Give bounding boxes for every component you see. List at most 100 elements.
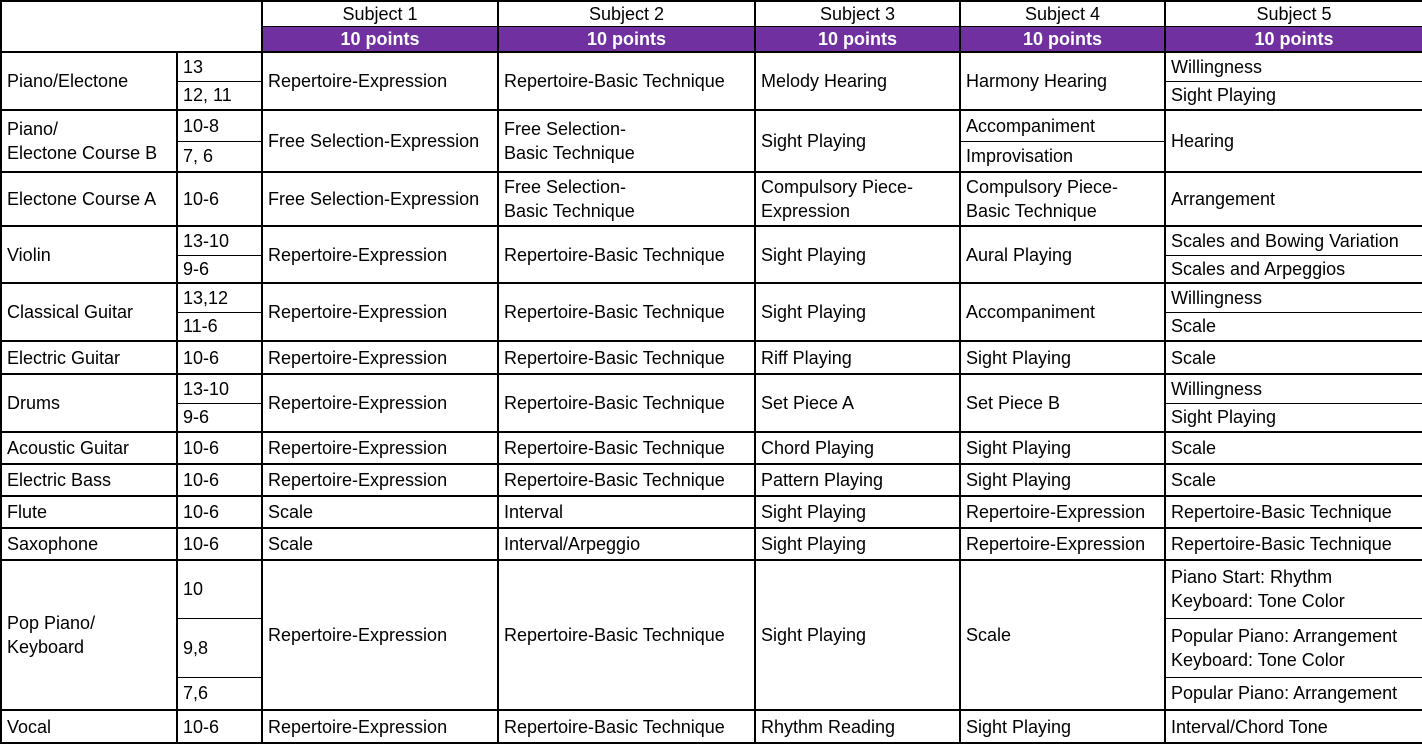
subject-cell: Set Piece B <box>959 373 1166 433</box>
table-row: Piano/Electone 13 Repertoire-Expression Rep… <box>0 51 1422 111</box>
grade-cell: 10-6 <box>176 171 263 227</box>
subject-cell: Sight Playing <box>959 463 1166 497</box>
subject-cell: Scale <box>959 559 1166 711</box>
grade-cell: 10-6 <box>176 340 263 375</box>
table-row: 9-6 Sight Playing <box>1 402 1422 433</box>
grade-cell: 13 <box>176 51 263 82</box>
subject-cell: Accompaniment <box>959 109 1166 142</box>
grade-cell: 7,6 <box>176 676 263 711</box>
subject-cell: Repertoire-Expression <box>261 51 499 111</box>
subject-cell: Scale <box>1164 311 1422 342</box>
subject-cell: Free Selection-Expression <box>261 109 499 173</box>
subject-cell: Accompaniment <box>959 282 1166 342</box>
grade-cell: 13,12 <box>176 282 263 313</box>
subject-cell: Popular Piano: Arrangement <box>1164 676 1422 711</box>
subject-cell: Pattern Playing <box>754 463 961 497</box>
subject-cell: Chord Playing <box>754 431 961 465</box>
subject-cell: Sight Playing <box>754 225 961 284</box>
subject-cell: Repertoire-Expression <box>261 463 499 497</box>
instrument-cell: Flute <box>0 495 178 529</box>
grade-cell: 9-6 <box>176 254 263 284</box>
subject-cell: Repertoire-Expression <box>959 495 1166 529</box>
grade-cell: 10-6 <box>176 709 263 744</box>
subject-cell: Sight Playing <box>1164 402 1422 433</box>
grade-cell: 13-10 <box>176 225 263 256</box>
subject-cell: Scales and Bowing Variation <box>1164 225 1422 256</box>
header-points-4: 10 points <box>959 26 1166 53</box>
subject-cell: Repertoire-Expression <box>261 559 499 711</box>
instrument-cell: Pop Piano/ Keyboard <box>0 559 178 711</box>
subject-cell: Compulsory Piece- Basic Technique <box>959 171 1166 227</box>
subject-cell: Piano Start: Rhythm Keyboard: Tone Color <box>1164 559 1422 619</box>
subject-cell: Scales and Arpeggios <box>1164 254 1422 284</box>
subject-cell: Sight Playing <box>1164 80 1422 111</box>
subject-cell: Repertoire-Expression <box>261 431 499 465</box>
subject-cell: Improvisation <box>959 140 1166 173</box>
subject-cell: Repertoire-Expression <box>261 340 499 375</box>
header-subject-1: Subject 1 <box>261 0 499 27</box>
header-subject-5: Subject 5 <box>1164 0 1422 27</box>
table-row: 7, 6 Improvisation <box>1 140 1422 173</box>
table-row: Acoustic Guitar 10-6 Repertoire-Expression… <box>0 431 1422 465</box>
subject-cell: Aural Playing <box>959 225 1166 284</box>
table-row: Vocal 10-6 Repertoire-Expression Repertoire… <box>0 709 1422 744</box>
subject-cell: Willingness <box>1164 51 1422 82</box>
subject-cell: Scale <box>261 527 499 561</box>
subject-cell: Sight Playing <box>754 109 961 173</box>
grade-cell: 10-6 <box>176 495 263 529</box>
table-row: Classical Guitar 13,12 Repertoire-Expressi… <box>0 282 1422 342</box>
subject-cell: Sight Playing <box>959 340 1166 375</box>
table-row: Drums 13-10 Repertoire-Expression Repertoir… <box>0 373 1422 433</box>
instrument-cell: Electric Guitar <box>0 340 178 375</box>
instrument-cell: Piano/Electone <box>0 51 178 111</box>
grade-cell: 9,8 <box>176 617 263 678</box>
table-row: Electric Bass 10-6 Repertoire-Expression Re… <box>0 463 1422 497</box>
header-corner <box>0 0 263 53</box>
grade-cell: 7, 6 <box>176 140 263 173</box>
subject-cell: Repertoire-Basic Technique <box>497 431 756 465</box>
subject-cell: Free Selection- Basic Technique <box>497 171 756 227</box>
subject-cell: Repertoire-Expression <box>261 373 499 433</box>
grade-cell: 10-6 <box>176 431 263 465</box>
subject-cell: Interval/Chord Tone <box>1164 709 1422 744</box>
subject-cell: Repertoire-Basic Technique <box>497 282 756 342</box>
subject-cell: Interval <box>497 495 756 529</box>
subject-cell: Repertoire-Expression <box>261 709 499 744</box>
subject-cell: Harmony Hearing <box>959 51 1166 111</box>
instrument-cell: Saxophone <box>0 527 178 561</box>
grade-cell: 10-6 <box>176 463 263 497</box>
instrument-cell: Classical Guitar <box>0 282 178 342</box>
table-row: Electric Guitar 10-6 Repertoire-Expression… <box>0 340 1422 375</box>
subject-cell: Sight Playing <box>959 431 1166 465</box>
subject-cell: Melody Hearing <box>754 51 961 111</box>
grade-cell: 10-6 <box>176 527 263 561</box>
subject-cell: Free Selection-Expression <box>261 171 499 227</box>
subject-cell: Sight Playing <box>754 495 961 529</box>
subject-cell: Repertoire-Basic Technique <box>497 463 756 497</box>
header-points-3: 10 points <box>754 26 961 53</box>
instrument-cell: Drums <box>0 373 178 433</box>
subject-cell: Scale <box>1164 340 1422 375</box>
grade-cell: 10-8 <box>176 109 263 142</box>
subject-cell: Repertoire-Basic Technique <box>497 709 756 744</box>
subject-cell: Sight Playing <box>754 559 961 711</box>
instrument-cell: Electric Bass <box>0 463 178 497</box>
subject-cell: Repertoire-Expression <box>261 282 499 342</box>
header-subject-4: Subject 4 <box>959 0 1166 27</box>
header-points-row: 10 points 10 points 10 points 10 points … <box>1 26 1422 53</box>
subject-cell: Sight Playing <box>754 527 961 561</box>
header-subject-3: Subject 3 <box>754 0 961 27</box>
subject-cell: Repertoire-Expression <box>959 527 1166 561</box>
header-subject-2: Subject 2 <box>497 0 756 27</box>
subject-cell: Repertoire-Basic Technique <box>497 51 756 111</box>
subject-cell: Willingness <box>1164 282 1422 313</box>
subject-cell: Hearing <box>1164 109 1422 173</box>
header-points-5: 10 points <box>1164 26 1422 53</box>
table-row: Electone Course A 10-6 Free Selection-Expr… <box>0 171 1422 227</box>
subject-cell: Sight Playing <box>959 709 1166 744</box>
subject-cell: Repertoire-Basic Technique <box>497 225 756 284</box>
subject-cell: Repertoire-Basic Technique <box>1164 527 1422 561</box>
subject-cell: Repertoire-Basic Technique <box>497 559 756 711</box>
subject-cell: Riff Playing <box>754 340 961 375</box>
